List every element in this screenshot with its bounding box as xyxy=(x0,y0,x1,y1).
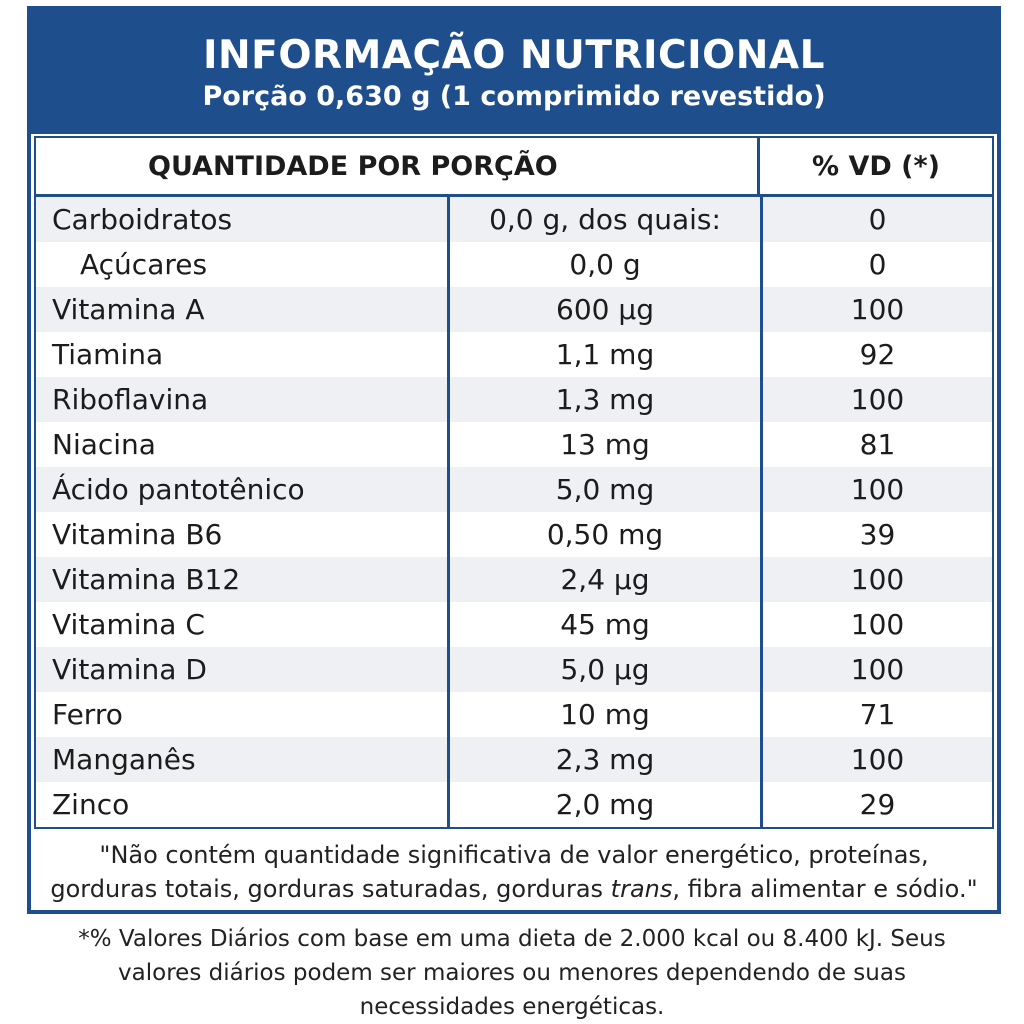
nutrient-vd: 100 xyxy=(850,383,905,416)
vd-column-header: % VD (*) xyxy=(812,150,940,182)
nutrient-amount: 2,0 mg xyxy=(450,782,763,827)
nutrient-amount: 1,1 mg xyxy=(450,332,763,377)
table-row: Manganês 2,3 mg 100 xyxy=(36,737,992,782)
nutrient-name: Carboidratos xyxy=(36,197,450,242)
nutrient-name: Niacina xyxy=(36,422,450,467)
nutrient-name: Vitamina B12 xyxy=(36,557,450,602)
nutrient-vd: 100 xyxy=(850,653,905,686)
footnote-line-3: necessidades energéticas. xyxy=(359,994,665,1020)
note-trans-italic: trans xyxy=(610,875,673,903)
nutrient-name: Vitamina D xyxy=(36,647,450,692)
nutrient-amount: 0,0 g, dos quais: xyxy=(450,197,763,242)
nutrient-name: Ferro xyxy=(36,692,450,737)
table-row: Vitamina A 600 µg 100 xyxy=(36,287,992,332)
note-line-2-end: , fibra alimentar e sódio." xyxy=(672,875,978,903)
nutrient-amount: 1,3 mg xyxy=(450,377,763,422)
nutrient-vd: 0 xyxy=(868,248,887,281)
nutrition-header: INFORMAÇÃO NUTRICIONAL Porção 0,630 g (1… xyxy=(31,10,997,134)
serving-size: Porção 0,630 g (1 comprimido revestido) xyxy=(202,81,826,112)
nutrient-name: Vitamina A xyxy=(36,287,450,332)
footnote-line-2: valores diários podem ser maiores ou men… xyxy=(118,960,906,986)
table-row: Riboflavina 1,3 mg 100 xyxy=(36,377,992,422)
nutrient-amount: 0,0 g xyxy=(450,242,763,287)
nutrient-amount: 0,50 mg xyxy=(450,512,763,557)
nutrient-amount: 600 µg xyxy=(450,287,763,332)
nutrient-vd: 100 xyxy=(850,608,905,641)
table-row: Vitamina B12 2,4 µg 100 xyxy=(36,557,992,602)
nutrient-vd: 100 xyxy=(850,563,905,596)
nutrient-amount: 5,0 µg xyxy=(450,647,763,692)
table-row: Açúcares 0,0 g 0 xyxy=(36,242,992,287)
quantity-column-header: QUANTIDADE POR PORÇÃO xyxy=(36,138,760,194)
table-row: Ácido pantotênico 5,0 mg 100 xyxy=(36,467,992,512)
nutrient-name: Ácido pantotênico xyxy=(36,467,450,512)
nutrient-name: Zinco xyxy=(36,782,450,827)
nutrient-vd: 39 xyxy=(859,518,896,551)
table-row: Niacina 13 mg 81 xyxy=(36,422,992,467)
nutrient-amount: 13 mg xyxy=(450,422,763,467)
nutrition-facts-panel: INFORMAÇÃO NUTRICIONAL Porção 0,630 g (1… xyxy=(27,6,1001,914)
table-row: Zinco 2,0 mg 29 xyxy=(36,782,992,827)
table-row: Tiamina 1,1 mg 92 xyxy=(36,332,992,377)
nutrient-vd: 81 xyxy=(859,428,896,461)
nutrient-name: Vitamina B6 xyxy=(36,512,450,557)
daily-value-footnote: *% Valores Diários com base em uma dieta… xyxy=(30,922,994,1024)
table-row: Vitamina D 5,0 µg 100 xyxy=(36,647,992,692)
nutrient-amount: 5,0 mg xyxy=(450,467,763,512)
nutrient-name: Riboflavina xyxy=(36,377,450,422)
nutrient-vd: 29 xyxy=(859,788,896,821)
table-row: Vitamina C 45 mg 100 xyxy=(36,602,992,647)
footnote-line-1: *% Valores Diários com base em uma dieta… xyxy=(78,926,946,952)
table-row: Vitamina B6 0,50 mg 39 xyxy=(36,512,992,557)
table-row: Carboidratos 0,0 g, dos quais: 0 xyxy=(36,197,992,242)
nutrient-vd: 100 xyxy=(850,293,905,326)
nutrient-vd: 0 xyxy=(868,203,887,236)
nutrient-amount: 2,3 mg xyxy=(450,737,763,782)
nutrient-amount: 2,4 µg xyxy=(450,557,763,602)
nutrient-amount: 10 mg xyxy=(450,692,763,737)
nutrient-amount: 45 mg xyxy=(450,602,763,647)
nutrient-vd: 71 xyxy=(859,698,896,731)
note-line-2: gorduras totais, gorduras saturadas, gor… xyxy=(31,872,997,906)
nutrient-vd: 92 xyxy=(859,338,896,371)
note-line-2-start: gorduras totais, gorduras saturadas, gor… xyxy=(50,875,611,903)
nutrient-vd: 100 xyxy=(850,473,905,506)
nutrition-title: INFORMAÇÃO NUTRICIONAL xyxy=(203,33,825,78)
nutrient-vd: 100 xyxy=(850,743,905,776)
nutrient-name: Vitamina C xyxy=(36,602,450,647)
table-header-row: QUANTIDADE POR PORÇÃO % VD (*) xyxy=(36,138,992,197)
disclaimer-note: "Não contém quantidade significativa de … xyxy=(31,838,997,906)
nutrient-name: Tiamina xyxy=(36,332,450,377)
nutrition-table: QUANTIDADE POR PORÇÃO % VD (*) Carboidra… xyxy=(34,136,994,829)
nutrient-name: Manganês xyxy=(36,737,450,782)
note-line-1: "Não contém quantidade significativa de … xyxy=(99,841,929,869)
table-body: Carboidratos 0,0 g, dos quais: 0 Açúcares 0,… xyxy=(36,197,992,827)
table-row: Ferro 10 mg 71 xyxy=(36,692,992,737)
nutrient-name: Açúcares xyxy=(36,242,450,287)
